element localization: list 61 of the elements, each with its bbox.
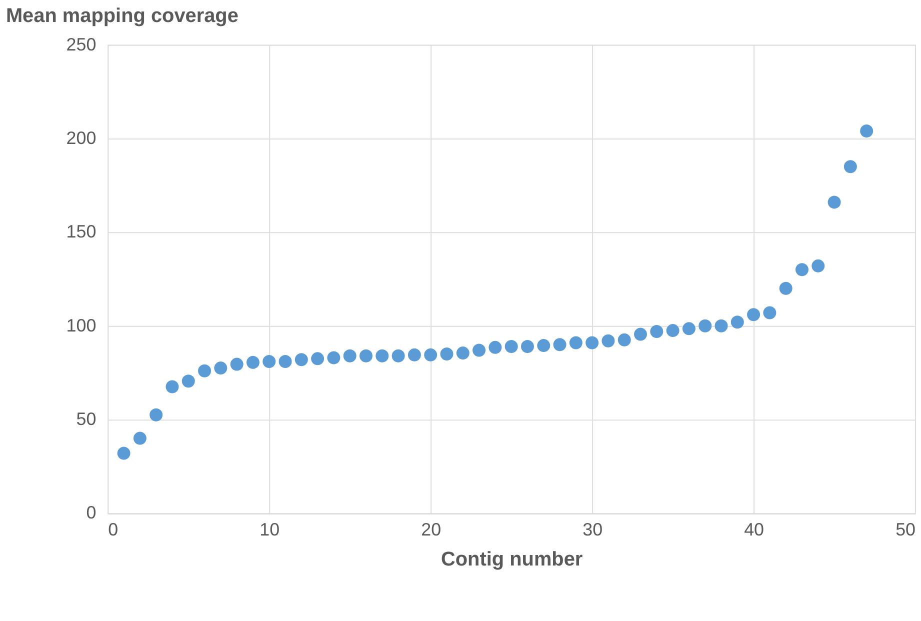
point — [294, 353, 308, 366]
point — [602, 334, 615, 348]
point — [343, 349, 356, 362]
y-tick-label: 150 — [66, 222, 96, 242]
point — [795, 263, 808, 276]
point — [472, 344, 486, 357]
point — [440, 348, 454, 360]
point — [182, 374, 195, 388]
y-tick-label: 200 — [66, 128, 96, 148]
point — [730, 316, 744, 329]
point — [230, 358, 244, 371]
point — [812, 259, 825, 272]
point — [198, 364, 212, 378]
x-tick-label: 40 — [744, 520, 764, 540]
x-tick-label: 20 — [421, 520, 442, 540]
point — [828, 196, 841, 209]
point — [392, 349, 405, 362]
point — [520, 340, 534, 353]
y-tick-label: 100 — [66, 315, 96, 336]
x-tick-label: 0 — [108, 520, 118, 540]
point — [488, 340, 502, 354]
point — [117, 446, 130, 460]
y-axis-title: Mean mapping coverage — [6, 4, 238, 27]
point — [537, 339, 550, 352]
point — [714, 319, 728, 332]
y-tick-label: 50 — [76, 409, 96, 430]
point — [504, 340, 518, 353]
point — [650, 325, 664, 338]
y-tick-label: 0 — [86, 502, 96, 523]
x-tick-label: 30 — [582, 520, 603, 540]
point — [278, 354, 292, 368]
x-axis-title: Contig number — [441, 548, 583, 571]
point — [763, 306, 776, 320]
point — [408, 348, 421, 362]
point — [666, 324, 680, 338]
point — [698, 319, 712, 332]
point — [327, 351, 340, 364]
point — [747, 308, 760, 322]
point — [166, 380, 179, 394]
point — [779, 282, 792, 295]
x-tick-label: 50 — [896, 520, 916, 540]
point — [586, 336, 599, 350]
x-tick-label: 10 — [260, 520, 280, 540]
point — [682, 322, 696, 336]
point — [424, 348, 438, 362]
point — [553, 338, 566, 352]
point — [618, 333, 631, 346]
point — [860, 124, 874, 138]
point — [634, 328, 648, 341]
point — [376, 349, 389, 362]
point — [246, 356, 260, 369]
point — [569, 336, 582, 350]
point — [844, 160, 857, 174]
point — [214, 362, 228, 375]
point — [150, 408, 163, 422]
point — [262, 354, 276, 368]
point — [133, 432, 146, 445]
point — [456, 346, 470, 360]
point — [360, 349, 373, 362]
y-tick-label: 250 — [66, 34, 96, 54]
point — [311, 352, 324, 366]
